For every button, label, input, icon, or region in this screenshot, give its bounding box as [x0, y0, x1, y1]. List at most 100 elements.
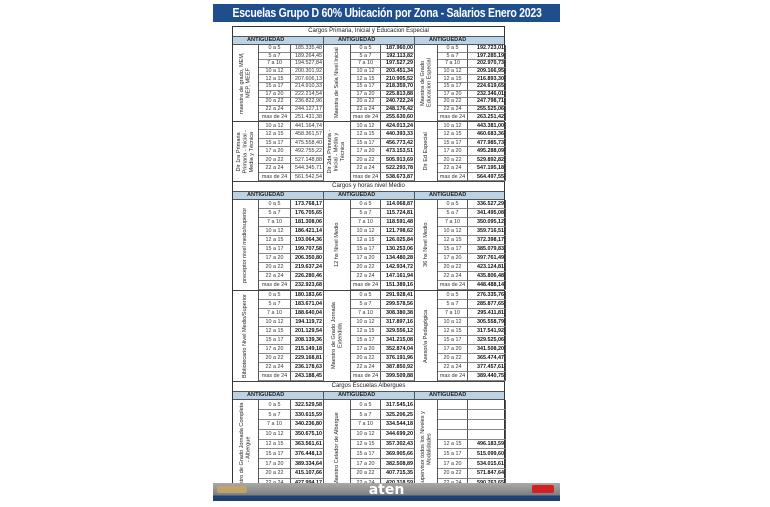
salary-value: 215.149,18 — [291, 345, 324, 355]
role-label: Maestra de Sala Nivel Inicial — [333, 47, 340, 119]
seniority-range: 10 a 12 — [259, 318, 291, 328]
seniority-range: 10 a 12 — [438, 318, 468, 328]
salary-value: 251.431,38 — [291, 113, 324, 121]
seniority-range: 22 a 24 — [438, 105, 468, 114]
salary-value: 341.495,08 — [468, 209, 506, 219]
seniority-range: 17 a 20 — [351, 459, 381, 470]
salary-value: 492.755,22 — [291, 147, 324, 156]
salary-value: 263.251,42 — [468, 113, 506, 121]
seniority-range: 12 a 15 — [259, 130, 291, 139]
seniority-range: 7 a 10 — [438, 60, 468, 68]
section-title: Cargos y horas nivel Medio — [233, 182, 504, 193]
salary-value: 134.480,28 — [381, 254, 415, 264]
seniority-range: 17 a 20 — [438, 254, 468, 264]
seniority-range: 10 a 12 — [259, 429, 291, 440]
seniority-range: 12 a 15 — [351, 327, 381, 337]
salary-value — [468, 429, 506, 440]
seniority-range: 20 a 22 — [351, 469, 381, 479]
salary-value: 219.637,24 — [291, 263, 324, 273]
salary-value: 415.107,66 — [291, 469, 324, 479]
antiguedad-header: ANTIGÜEDAD — [429, 192, 467, 199]
seniority-range: 7 a 10 — [438, 218, 468, 228]
seniority-range: 17 a 20 — [259, 345, 291, 355]
seniority-range: 5 a 7 — [351, 300, 381, 310]
salary-value: 236.178,63 — [291, 363, 324, 373]
salary-value: 460.683,36 — [468, 130, 506, 139]
seniority-range: 10 a 12 — [351, 67, 381, 76]
seniority-range: 20 a 22 — [259, 354, 291, 364]
seniority-range: 20 a 22 — [438, 155, 468, 165]
salary-value: 147.161,94 — [381, 272, 415, 282]
seniority-range: 10 a 12 — [438, 121, 468, 131]
role-cell: Maestro de Grado Jornada Completa - Albe… — [233, 400, 259, 499]
salary-value: 352.874,04 — [381, 345, 415, 355]
seniority-range: 10 a 12 — [351, 121, 381, 131]
salary-value: 458.361,57 — [291, 130, 324, 139]
salary-value: 376.191,96 — [381, 354, 415, 364]
salary-value: 189.264,45 — [291, 52, 324, 61]
seniority-range: mas de 24 — [259, 113, 291, 121]
seniority-range: 12 a 15 — [259, 236, 291, 246]
antiguedad-header: ANTIGÜEDAD — [233, 192, 324, 200]
seniority-range: 20 a 22 — [259, 263, 291, 273]
salary-value: 340.236,80 — [291, 420, 324, 430]
seniority-range: 10 a 12 — [259, 121, 291, 131]
salary-value: 130.253,06 — [381, 245, 415, 255]
seniority-range: 10 a 12 — [351, 227, 381, 237]
seniority-range: 0 a 5 — [259, 291, 291, 301]
salary-value: 322.529,58 — [291, 400, 324, 411]
salary-value: 325.206,25 — [381, 410, 415, 421]
seniority-range: mas de 24 — [351, 172, 381, 182]
role-cell: Maestra de Grado Educacion Especial — [415, 45, 438, 121]
salary-value: 192.113,82 — [381, 52, 415, 61]
salary-value: 495.288,09 — [468, 147, 506, 156]
salary-value: 529.892,82 — [468, 155, 506, 165]
salary-value: 377.457,61 — [468, 363, 506, 373]
role-cell: Dir 2da Primaria - Inicial - Media y Téc… — [324, 121, 351, 182]
salary-value: 118.591,48 — [381, 218, 415, 228]
seniority-range: 17 a 20 — [259, 90, 291, 99]
salary-value: 276.335,76 — [468, 291, 506, 301]
role-label: Dir 2da Primaria - Inicial - Media y Téc… — [327, 129, 347, 174]
salary-value: 522.293,78 — [381, 164, 415, 173]
seniority-range: 17 a 20 — [351, 254, 381, 264]
seniority-range: 12 a 15 — [438, 327, 468, 337]
role-label: Maestra de Grado Educacion Especial — [419, 58, 432, 108]
salary-value: 350.675,10 — [291, 429, 324, 440]
salary-value: 193.064,36 — [291, 236, 324, 246]
seniority-range: 12 a 15 — [438, 236, 468, 246]
salary-value: 397.761,49 — [468, 254, 506, 264]
role-label: Dir 1ra Primaria Primaria - Inicial - Me… — [235, 129, 255, 174]
salary-value: 365.474,47 — [468, 354, 506, 364]
seniority-range: mas de 24 — [259, 172, 291, 182]
salary-value: 142.934,72 — [381, 263, 415, 273]
seniority-range: 7 a 10 — [351, 420, 381, 430]
role-label: Asesor/a Pedagógica — [422, 309, 429, 364]
title-banner: Escuelas Grupo D 60% Ubicación por Zona … — [213, 4, 560, 22]
seniority-range: 17 a 20 — [438, 147, 468, 156]
role-cell: preceptor nivel medio/superior — [233, 200, 259, 291]
salary-value: 232.923,68 — [291, 281, 324, 291]
seniority-range: mas de 24 — [351, 113, 381, 121]
seniority-range: 7 a 10 — [259, 218, 291, 228]
salary-value: 443.381,00 — [468, 121, 506, 131]
seniority-range: 12 a 15 — [351, 439, 381, 450]
salary-value: 126.025,84 — [381, 236, 415, 246]
seniority-range: 5 a 7 — [259, 300, 291, 310]
seniority-range: 10 a 12 — [351, 318, 381, 328]
salary-value: 317.545,16 — [381, 400, 415, 411]
footer-banner: aten — [213, 482, 560, 501]
salary-value: 440.393,33 — [381, 130, 415, 139]
seniority-range: 0 a 5 — [259, 400, 291, 411]
seniority-range: 12 a 15 — [438, 75, 468, 83]
seniority-range: 20 a 22 — [351, 98, 381, 106]
seniority-range: 7 a 10 — [259, 420, 291, 430]
salary-value: 194.119,72 — [291, 318, 324, 328]
salary-value: 229.168,81 — [291, 354, 324, 364]
salary-value: 317.897,16 — [381, 318, 415, 328]
seniority-range — [438, 429, 468, 440]
salary-value: 214.910,33 — [291, 82, 324, 91]
salary-value: 515.099,60 — [468, 449, 506, 460]
salary-value: 244.127,17 — [291, 105, 324, 114]
